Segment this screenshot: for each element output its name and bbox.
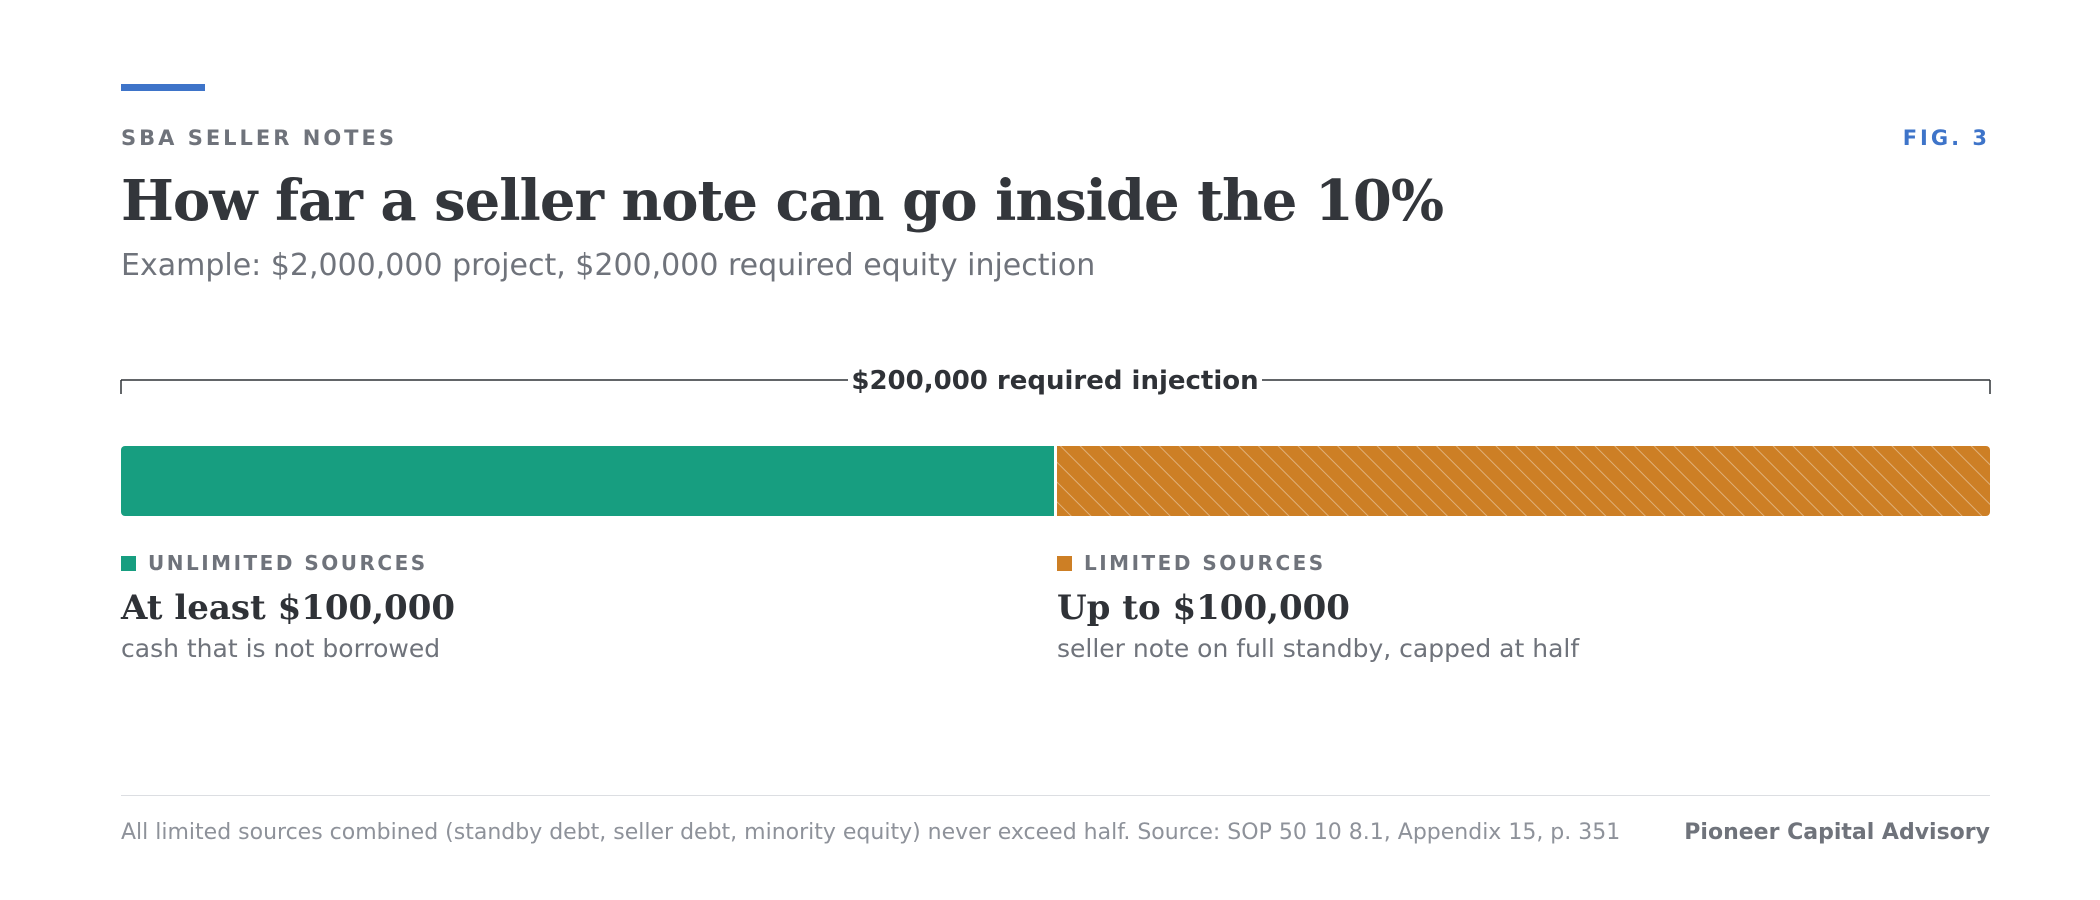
footer-divider [121, 795, 1990, 796]
limited-bar-hatching [1057, 446, 1990, 516]
stacked-bar-chart: $200,000 required injection [120, 366, 1991, 516]
chart-title: How far a seller note can go inside the … [121, 168, 1444, 234]
limited-description: seller note on full standby, capped at h… [1057, 634, 1580, 663]
unlimited-description: cash that is not borrowed [121, 634, 441, 663]
total-label: $200,000 required injection [851, 366, 1258, 396]
unlimited-label: UNLIMITED SOURCES [148, 551, 428, 575]
legend-limited: LIMITED SOURCES Up to $100,000 seller no… [1057, 550, 1579, 663]
legend-unlimited: UNLIMITED SOURCES At least $100,000 cash… [121, 550, 455, 663]
source-note: All limited sources combined (standby de… [121, 820, 1621, 845]
chart-subtitle: Example: $2,000,000 project, $200,000 re… [121, 248, 1096, 283]
accent-rule [121, 84, 205, 91]
limited-amount: Up to $100,000 [1057, 588, 1350, 628]
unlimited-amount: At least $100,000 [121, 588, 456, 628]
unlimited-bar-segment [121, 446, 1054, 516]
limited-label: LIMITED SOURCES [1084, 551, 1326, 575]
total-bracket: $200,000 required injection [120, 366, 1991, 396]
brand-name: Pioneer Capital Advisory [1684, 820, 1990, 845]
kicker: SBA SELLER NOTES [121, 126, 397, 150]
bar-segments [121, 446, 1990, 516]
figure-label: FIG. 3 [1902, 126, 1990, 150]
unlimited-swatch [121, 555, 136, 571]
limited-swatch [1057, 555, 1072, 571]
